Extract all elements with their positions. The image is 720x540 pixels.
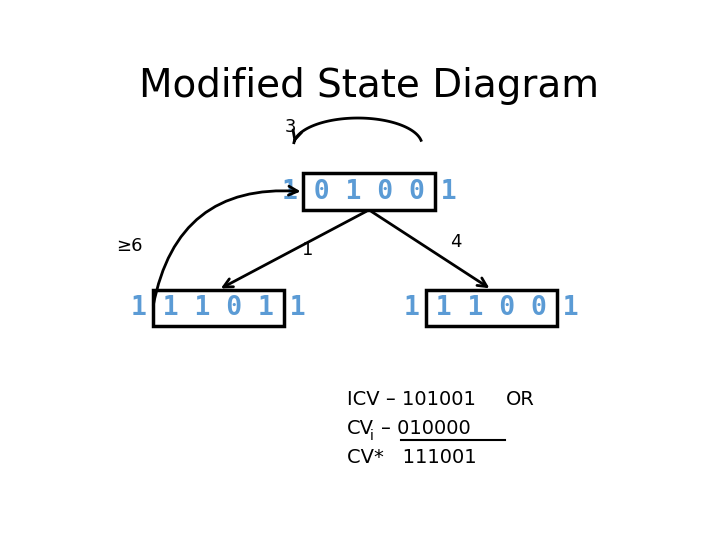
Text: – 010000: – 010000	[382, 419, 471, 438]
Text: 3: 3	[285, 118, 297, 137]
FancyBboxPatch shape	[153, 290, 284, 326]
Text: ICV – 101001: ICV – 101001	[347, 390, 475, 409]
Text: 1 0 1 0 0 1: 1 0 1 0 0 1	[282, 179, 456, 205]
Text: 1: 1	[302, 241, 313, 259]
Text: 1 1 1 0 0 1: 1 1 1 0 0 1	[405, 295, 579, 321]
Text: ≥6: ≥6	[116, 237, 143, 255]
Text: CV: CV	[347, 419, 374, 438]
Text: 4: 4	[450, 233, 462, 251]
FancyBboxPatch shape	[426, 290, 557, 326]
Text: i: i	[370, 429, 374, 443]
FancyBboxPatch shape	[303, 173, 435, 210]
Text: 1 1 1 0 1 1: 1 1 1 0 1 1	[131, 295, 306, 321]
Text: OR: OR	[505, 390, 534, 409]
Text: CV*   111001: CV* 111001	[347, 448, 477, 467]
Text: Modified State Diagram: Modified State Diagram	[139, 66, 599, 105]
